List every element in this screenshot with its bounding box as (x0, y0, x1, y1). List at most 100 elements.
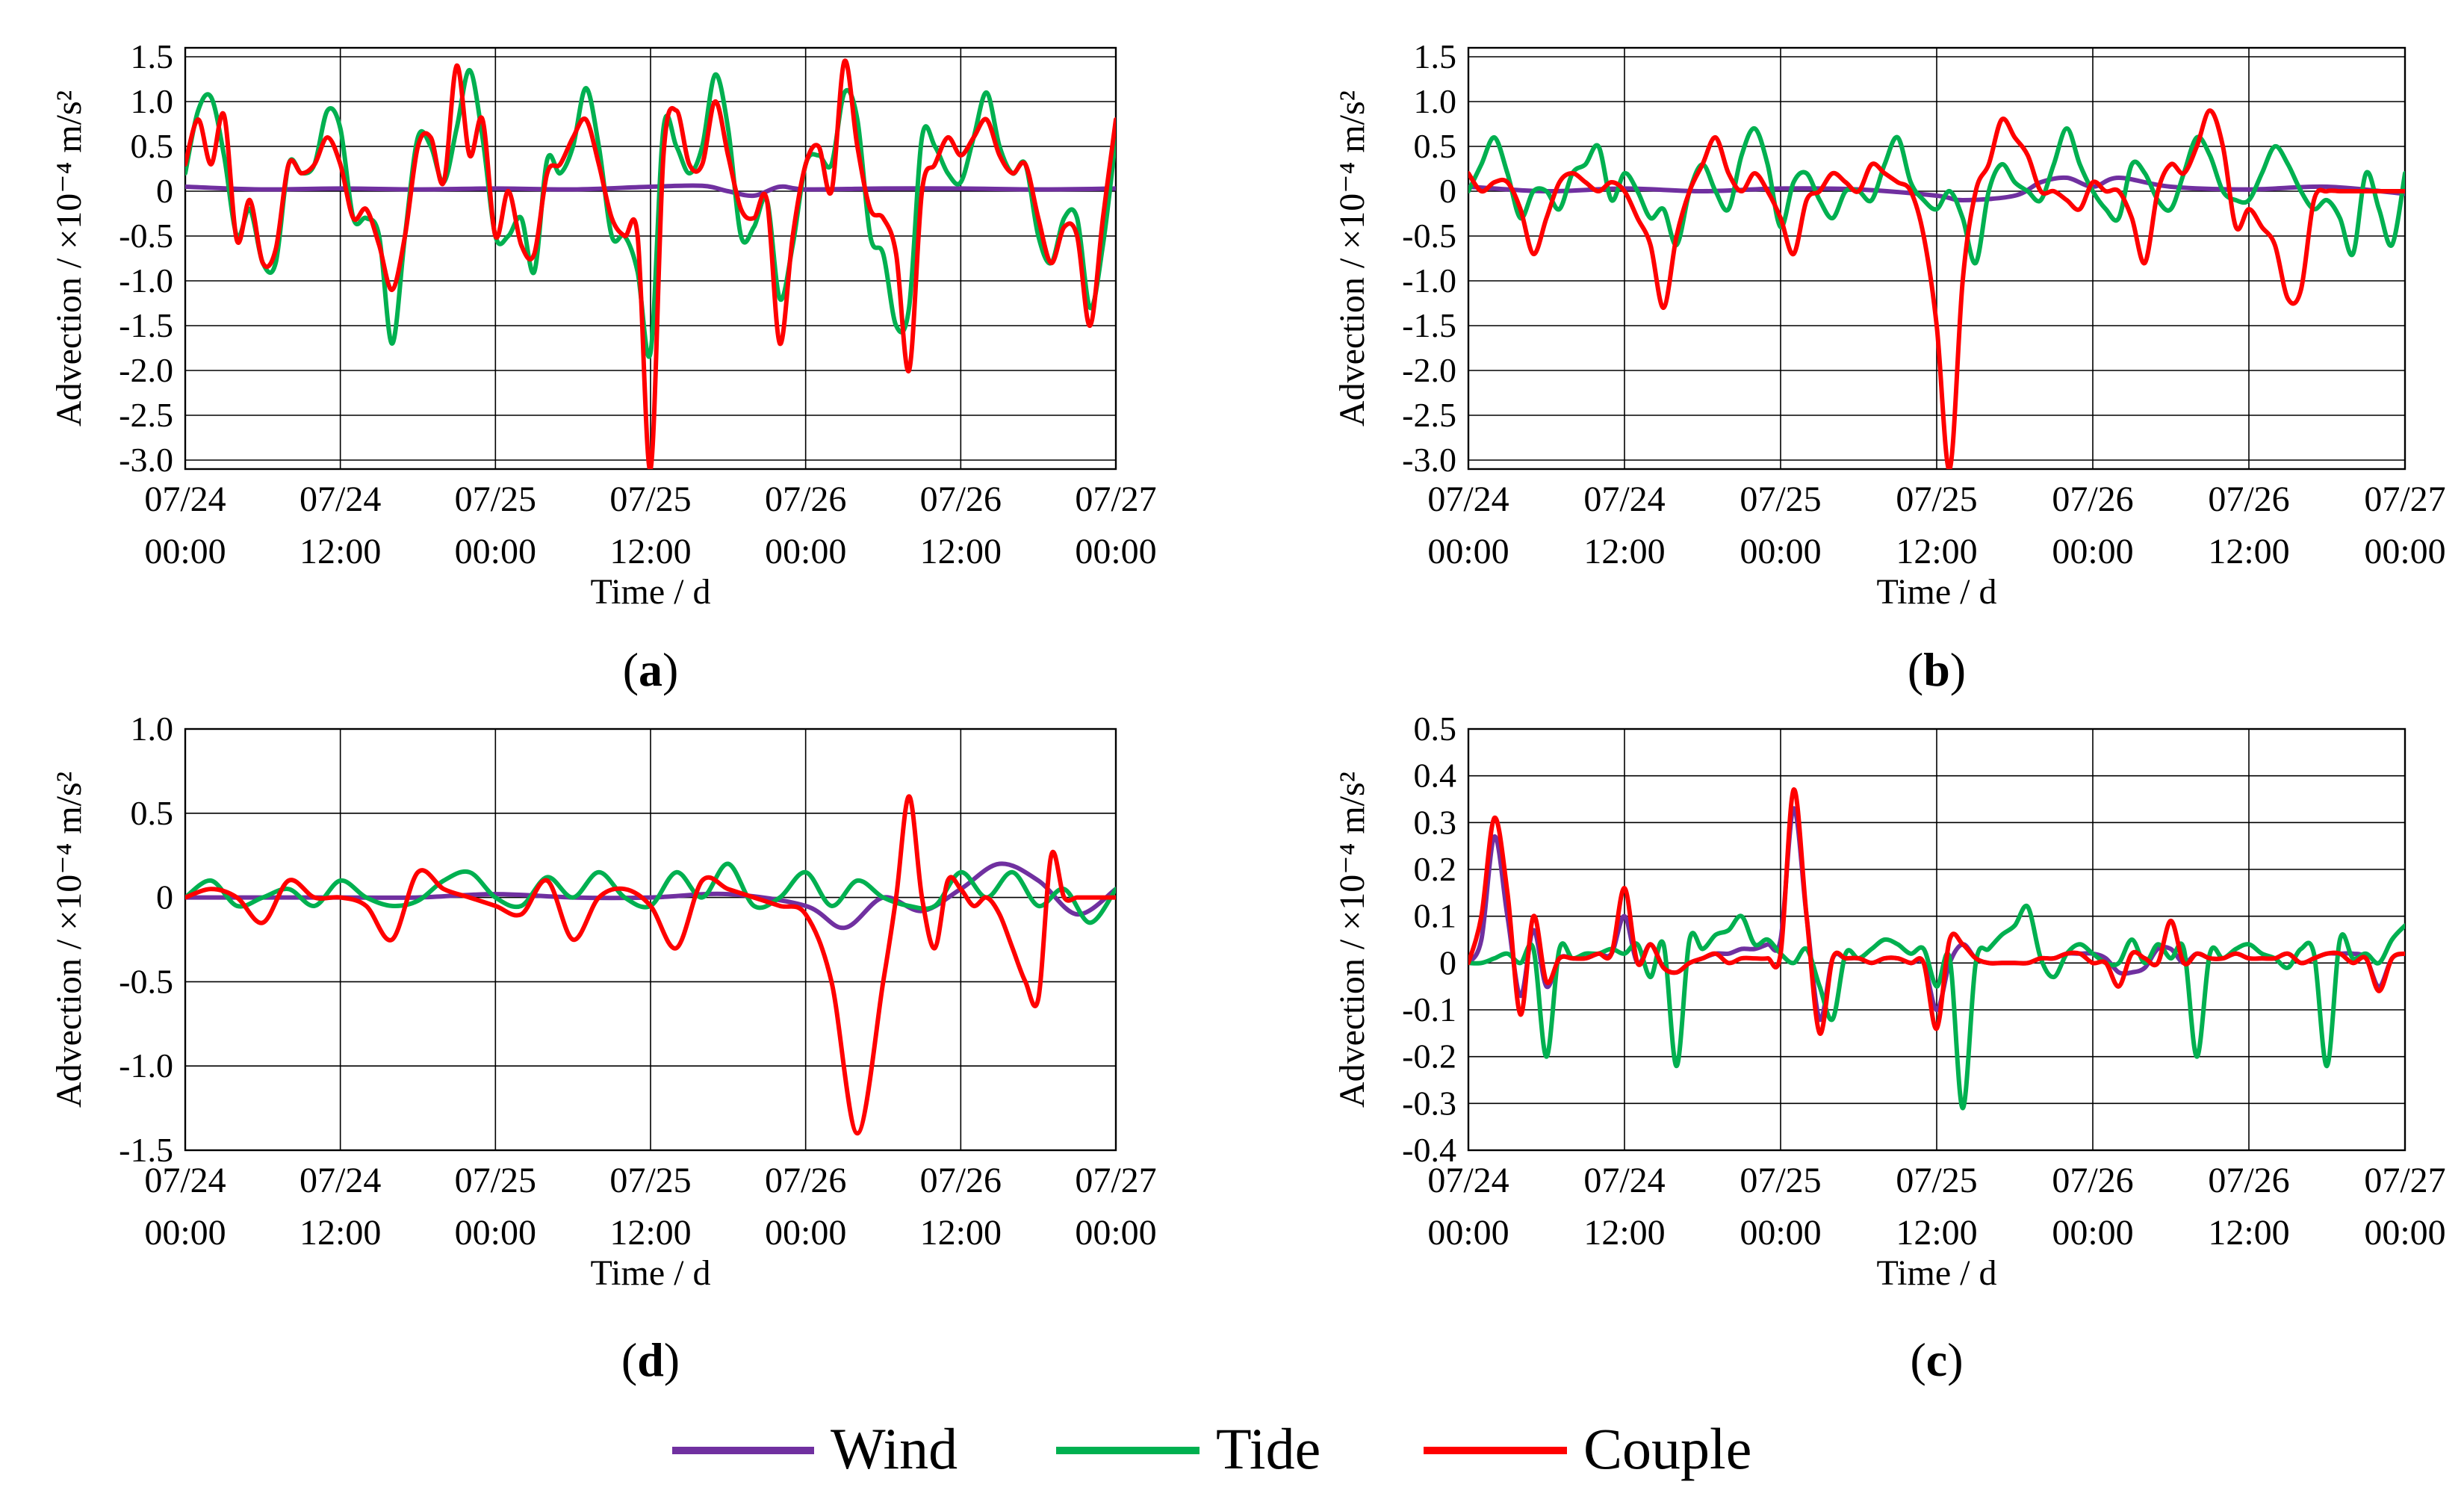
y-tick-label: -3.0 (119, 441, 173, 479)
series-line-couple (185, 794, 1116, 1136)
y-tick-label: 0.1 (1414, 897, 1457, 935)
y-tick-label: -2.0 (1402, 351, 1456, 389)
x-tick-time: 00:00 (765, 532, 846, 571)
x-tick-time: 12:00 (1583, 1213, 1665, 1253)
x-tick-time: 00:00 (1075, 1213, 1156, 1253)
y-tick-label: -1.0 (119, 1046, 173, 1085)
x-tick-time: 12:00 (609, 1213, 691, 1253)
series-group (185, 794, 1116, 1136)
y-tick-label: 1.0 (131, 710, 174, 748)
y-tick-label: 0.3 (1414, 803, 1457, 841)
x-tick-date: 07/24 (1427, 1161, 1509, 1200)
y-tick-label: 0 (1439, 172, 1456, 210)
y-tick-label: -0.5 (119, 962, 173, 1000)
legend-label-tide: Tide (1216, 1416, 1321, 1481)
x-tick-date: 07/24 (1427, 480, 1509, 519)
x-tick-date: 07/27 (1075, 1161, 1156, 1200)
caption-b: (b) (1908, 643, 1966, 696)
y-tick-label: -0.3 (1402, 1084, 1456, 1122)
x-tick-date: 07/26 (2052, 1161, 2133, 1200)
y-tick-label: -0.2 (1402, 1037, 1456, 1076)
y-axis-label: Advection / ×10⁻⁴ m/s² (49, 90, 89, 426)
y-tick-label: 0.5 (1414, 127, 1457, 165)
x-tick-date: 07/24 (144, 1161, 226, 1200)
x-tick-date: 07/24 (1583, 1161, 1665, 1200)
x-tick-date: 07/27 (1075, 480, 1156, 519)
caption-c: (c) (1910, 1333, 1963, 1386)
x-axis-label: Time / d (591, 572, 711, 612)
x-tick-time: 00:00 (1075, 532, 1156, 571)
x-tick-time: 00:00 (1740, 1213, 1821, 1253)
series-group (1468, 787, 2405, 1111)
series-line-couple (1468, 787, 2405, 1036)
legend: Wind Tide Couple (672, 1416, 1751, 1481)
y-tick-label: -0.4 (1402, 1131, 1456, 1169)
gridlines (1468, 48, 2406, 469)
x-tick-labels: 07/24 00:00 07/24 12:00 07/25 00:00 07/25 12:00… (144, 1161, 1156, 1253)
series-group (1468, 108, 2405, 469)
y-tick-label: -3.0 (1402, 441, 1456, 479)
chart-panel-c: 0.50.40.30.20.10-0.1-0.2-0.3-0.407/2400:… (1332, 710, 2446, 1293)
y-tick-label: -1.5 (119, 306, 173, 344)
y-tick-label: 0.4 (1414, 757, 1457, 795)
x-tick-time: 00:00 (455, 532, 536, 571)
y-tick-label: -1.0 (119, 261, 173, 300)
y-tick-label: -2.5 (1402, 396, 1456, 434)
x-tick-time: 12:00 (300, 1213, 381, 1253)
chart-panel-a: 1.51.00.50-0.5-1.0-1.5-2.0-2.5-3.007/240… (49, 37, 1157, 612)
x-tick-date: 07/24 (300, 1161, 381, 1200)
x-tick-time: 12:00 (2208, 1213, 2289, 1253)
x-tick-date: 07/27 (2364, 1161, 2445, 1200)
x-tick-date: 07/26 (2208, 1161, 2289, 1200)
caption-a: (a) (623, 643, 679, 696)
x-tick-date: 07/26 (765, 1161, 846, 1200)
x-tick-date: 07/26 (2052, 480, 2133, 519)
x-tick-date: 07/24 (144, 480, 226, 519)
x-tick-labels: 07/24 00:00 07/24 12:00 07/25 00:00 07/25 12:00… (144, 480, 1156, 571)
y-tick-label: 1.0 (131, 82, 174, 120)
y-tick-label: 0.5 (1414, 710, 1457, 748)
legend-label-wind: Wind (831, 1416, 958, 1481)
y-tick-label: 0 (156, 172, 173, 210)
y-tick-label: 0 (156, 878, 173, 916)
panel-caption: (d) (621, 1333, 680, 1386)
x-tick-date: 07/25 (455, 1161, 536, 1200)
x-tick-time: 12:00 (1896, 1213, 1977, 1253)
caption-d: (d) (621, 1333, 680, 1386)
series-line-wind (1468, 175, 2405, 202)
x-tick-date: 07/24 (1583, 480, 1665, 519)
x-axis-label: Time / d (1877, 1253, 1997, 1293)
x-tick-date: 07/25 (1740, 1161, 1821, 1200)
x-tick-time: 00:00 (1740, 532, 1821, 571)
x-tick-time: 12:00 (920, 1213, 1002, 1253)
x-tick-time: 00:00 (765, 1213, 846, 1253)
plot-frame (184, 727, 1117, 1152)
series-line-couple (185, 58, 1116, 469)
x-tick-time: 00:00 (1427, 532, 1509, 571)
panels: 1.51.00.50-0.5-1.0-1.5-2.0-2.5-3.007/240… (49, 37, 2446, 1293)
y-tick-labels: 0.5 0.4 0.3 0.2 0.1 0 -0.1 -0.2 -0.3 -0.4 (1402, 710, 1456, 1169)
y-tick-label: -2.5 (119, 396, 173, 434)
x-tick-time: 00:00 (1427, 1213, 1509, 1253)
x-tick-labels: 07/24 00:00 07/24 12:00 07/25 00:00 07/25 12:00… (1427, 1161, 2445, 1253)
x-tick-date: 07/26 (920, 1161, 1002, 1200)
y-tick-label: -0.5 (1402, 217, 1456, 255)
x-tick-date: 07/24 (300, 480, 381, 519)
y-tick-label: 0.5 (131, 794, 174, 832)
x-tick-time: 12:00 (2208, 532, 2289, 571)
y-tick-label: -0.5 (119, 217, 173, 255)
x-tick-date: 07/25 (1896, 480, 1977, 519)
plot-frame (1467, 727, 2406, 1152)
x-tick-time: 12:00 (920, 532, 1002, 571)
x-axis-label: Time / d (1877, 572, 1997, 612)
y-tick-label: -1.5 (1402, 306, 1456, 344)
y-tick-label: -1.5 (119, 1131, 173, 1169)
panel-caption: (b) (1908, 643, 1966, 696)
x-tick-date: 07/26 (920, 480, 1002, 519)
x-tick-date: 07/25 (1740, 480, 1821, 519)
legend-label-couple: Couple (1583, 1416, 1751, 1481)
x-tick-date: 07/25 (455, 480, 536, 519)
panel-caption: (a) (623, 643, 679, 696)
y-tick-labels: 1.5 1.0 0.5 0 -0.5 -1.0 -1.5 -2.0 -2.5 -3.0 (1402, 37, 1456, 479)
